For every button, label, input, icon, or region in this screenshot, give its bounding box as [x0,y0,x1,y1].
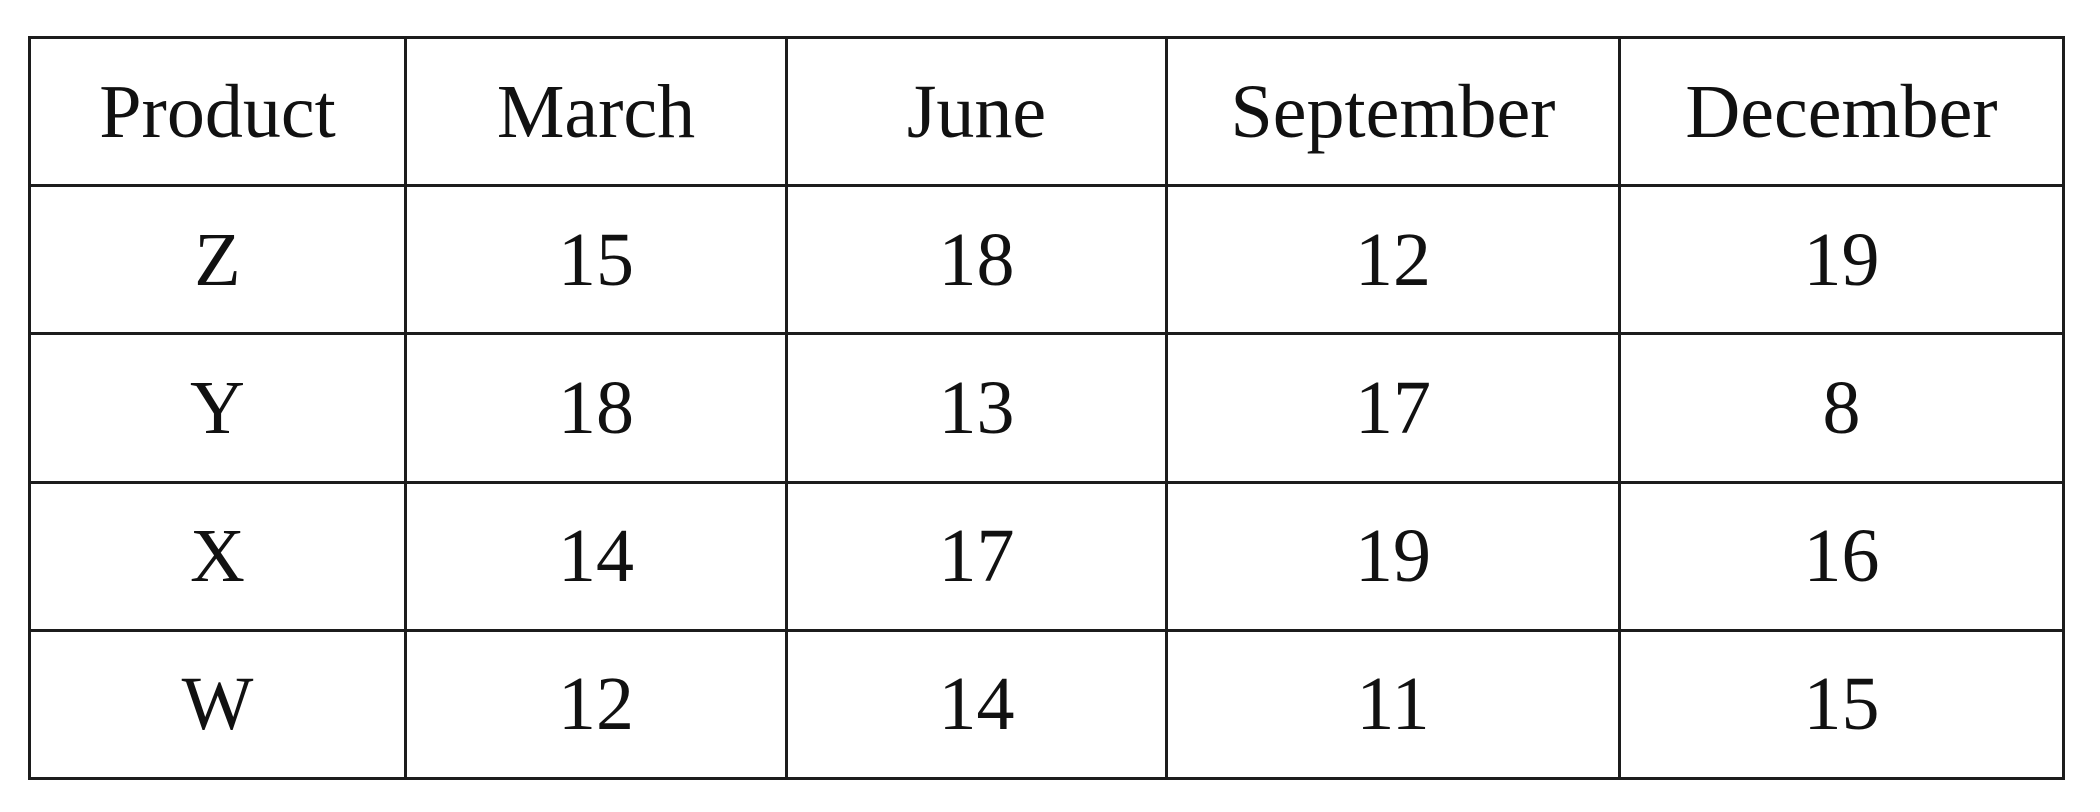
march-cell: 12 [404,628,788,781]
march-cell: 18 [404,332,788,484]
march-cell: 15 [404,183,788,336]
header-march: March [404,36,788,187]
june-cell: 13 [785,332,1168,484]
december-cell: 16 [1618,480,2065,632]
header-december: December [1618,36,2065,187]
data-table-container: Product March June September December Z … [28,36,2065,781]
table-row: W 12 14 11 15 [28,628,2065,781]
september-cell: 19 [1165,480,1621,632]
march-cell: 14 [404,480,788,632]
header-june: June [785,36,1168,187]
product-cell: W [28,628,407,781]
product-cell: Z [28,183,407,336]
september-cell: 11 [1165,628,1621,781]
header-product: Product [28,36,407,187]
table-header-row: Product March June September December [28,36,2065,187]
product-cell: Y [28,332,407,484]
table-row: X 14 17 19 16 [28,480,2065,632]
product-cell: X [28,480,407,632]
december-cell: 19 [1618,183,2065,336]
june-cell: 14 [785,628,1168,781]
december-cell: 8 [1618,332,2065,484]
header-september: September [1165,36,1621,187]
december-cell: 15 [1618,628,2065,781]
september-cell: 17 [1165,332,1621,484]
table-row: Y 18 13 17 8 [28,332,2065,484]
june-cell: 17 [785,480,1168,632]
september-cell: 12 [1165,183,1621,336]
table-row: Z 15 18 12 19 [28,183,2065,336]
sales-table: Product March June September December Z … [28,36,2065,781]
june-cell: 18 [785,183,1168,336]
